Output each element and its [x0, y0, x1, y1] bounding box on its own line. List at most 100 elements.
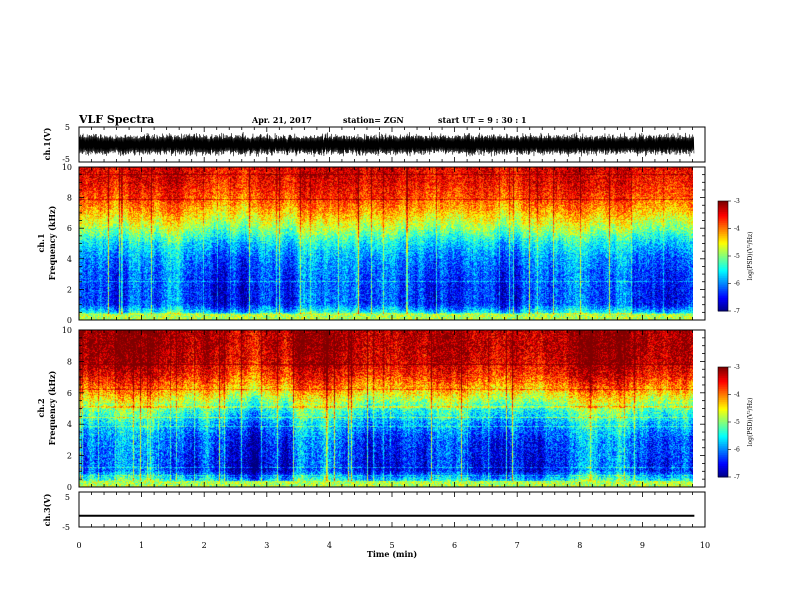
- y-tick-label: 8: [67, 194, 72, 203]
- colorbar-swatch: [718, 250, 728, 253]
- x-tick-label: 1: [139, 541, 144, 550]
- x-tick-label: 2: [202, 541, 207, 550]
- colorbar-swatch: [718, 367, 728, 370]
- colorbar-swatch: [718, 267, 728, 270]
- x-tick-label: 8: [577, 541, 582, 550]
- figure-title: VLF Spectra: [78, 113, 154, 126]
- ch1-ytick-bottom: -5: [62, 155, 70, 164]
- ch1-spectrogram-channel: ch.1: [36, 233, 46, 252]
- colorbar-tick-label: -3: [734, 364, 740, 371]
- ch1-waveform-ticks: [78, 127, 706, 162]
- colorbar-swatch: [718, 223, 728, 226]
- x-tick-label: 3: [264, 541, 269, 550]
- colorbar-swatch: [718, 239, 728, 242]
- colorbar-swatch: [718, 466, 728, 469]
- colorbar-swatch: [718, 376, 728, 379]
- colorbar-swatch: [718, 281, 728, 284]
- colorbar-swatch: [718, 296, 728, 299]
- ch1-spectrogram-ytick-labels: 0 2 4 6 8 10: [62, 163, 72, 325]
- colorbar-swatch: [718, 464, 728, 467]
- colorbar-swatch: [718, 243, 728, 246]
- colorbar-swatch: [718, 237, 728, 240]
- colorbar-swatch: [718, 460, 728, 463]
- colorbar-swatch: [718, 401, 728, 405]
- colorbar-swatch: [718, 298, 728, 301]
- ch2-spectrogram-ticks: [78, 329, 706, 488]
- colorbar-swatch: [718, 245, 728, 248]
- colorbar-tick-label: -7: [734, 474, 740, 481]
- colorbar-swatch: [718, 274, 728, 277]
- x-tick-labels: 0 1 2 3 4 5 6 7 8 9 10: [76, 541, 710, 550]
- colorbar-swatch: [718, 285, 728, 288]
- colorbar-swatch: [718, 390, 728, 394]
- colorbar-swatch: [718, 228, 728, 231]
- y-tick-label: 8: [67, 357, 72, 366]
- x-tick-label: 9: [640, 541, 645, 550]
- ch2-spectrogram-ylabel: Frequency (kHz): [47, 370, 57, 445]
- colorbar-tick-label: -7: [734, 308, 740, 315]
- colorbar-swatch: [718, 307, 728, 310]
- colorbar-swatch: [718, 392, 728, 395]
- colorbar-swatch: [718, 411, 728, 414]
- colorbar-swatch: [718, 438, 728, 441]
- station-label: station= ZGN: [343, 115, 404, 125]
- ch1-ytick-top: 5: [65, 123, 70, 132]
- colorbar-swatch: [718, 422, 728, 425]
- x-tick-label: 5: [389, 541, 394, 550]
- y-tick-label: 6: [67, 389, 72, 398]
- colorbar-swatch: [718, 434, 728, 438]
- colorbar-swatch: [718, 372, 728, 375]
- colorbar-tick-label: -6: [734, 447, 740, 454]
- colorbar-swatch: [718, 458, 728, 461]
- colorbar-swatch: [718, 309, 728, 312]
- colorbar-swatch: [718, 290, 728, 294]
- colorbar-swatch: [718, 292, 728, 295]
- colorbar-swatch: [718, 219, 728, 222]
- colorbar-swatch: [718, 234, 728, 237]
- colorbar-swatch: [718, 226, 728, 229]
- colorbar-swatch: [718, 405, 728, 408]
- colorbar-swatch: [718, 254, 728, 257]
- colorbar-swatch: [718, 416, 728, 419]
- colorbar-swatch: [718, 423, 728, 427]
- colorbar-swatch: [718, 394, 728, 397]
- colorbar-swatch: [718, 259, 728, 262]
- colorbar-swatch: [718, 256, 728, 259]
- colorbar-swatch: [718, 246, 728, 250]
- x-tick-label: 10: [700, 541, 710, 550]
- colorbar-label: log(PSD)(V²/Hz): [747, 398, 754, 447]
- colorbar-swatch: [718, 232, 728, 235]
- colorbar-swatch: [718, 387, 728, 390]
- colorbar-swatch: [718, 425, 728, 428]
- colorbar-swatch: [718, 396, 728, 399]
- colorbar-swatch: [718, 248, 728, 251]
- ch1-waveform-trace: [78, 131, 695, 157]
- ch1-waveform-line: [78, 131, 695, 157]
- colorbar-swatch: [718, 241, 728, 244]
- colorbar-swatch: [718, 368, 728, 372]
- colorbar-swatch: [718, 294, 728, 297]
- ch2-spectrogram-ytick-labels: 0 2 4 6 8 10: [62, 326, 72, 492]
- colorbar-swatch: [718, 303, 728, 306]
- colorbar-swatch: [718, 407, 728, 410]
- y-tick-label: 2: [67, 452, 72, 461]
- colorbar-swatch: [718, 257, 728, 261]
- ch2-colorbar: -3 -4 -5 -6 -7 log(PSD)(V²/Hz): [717, 364, 754, 481]
- colorbar-swatch: [718, 201, 728, 204]
- colorbar-swatch: [718, 300, 728, 303]
- ch1-spectrogram-ylabel: Frequency (kHz): [47, 205, 57, 280]
- colorbar-swatch: [718, 213, 728, 217]
- colorbar-swatch: [718, 389, 728, 392]
- y-tick-label: 10: [62, 326, 72, 335]
- y-tick-label: 0: [67, 483, 72, 492]
- colorbar-label: log(PSD)(V²/Hz): [747, 232, 754, 281]
- colorbar-tick-label: -3: [734, 198, 740, 205]
- colorbar-swatch: [718, 381, 728, 384]
- ch1-waveform-ylabel: ch.1(V): [42, 127, 52, 160]
- colorbar-swatch: [718, 471, 728, 474]
- colorbar-swatch: [718, 278, 728, 281]
- ch1-spectrogram-ticks: [78, 166, 706, 321]
- ch3-waveform-frame: [78, 491, 706, 528]
- colorbar-swatch: [718, 456, 728, 460]
